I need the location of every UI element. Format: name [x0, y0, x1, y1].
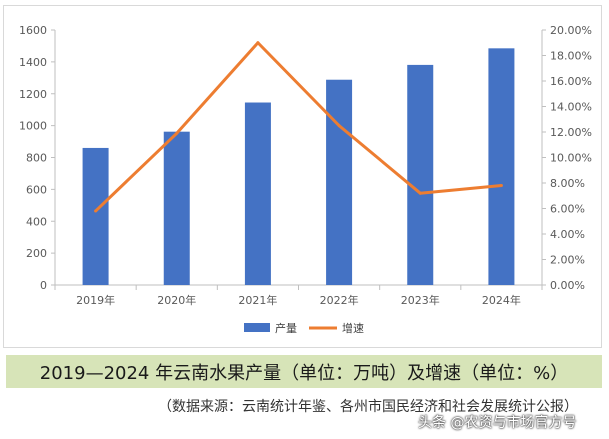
y-right-tick-label: 20.00% [550, 24, 592, 37]
bar-2022年 [326, 79, 353, 285]
legend-swatch-bar [244, 323, 270, 332]
chart-frame: 0 200 400 600 800 1000 1200 1400 1600 0.00% 2.00% 4… [3, 5, 602, 348]
growth-point-2019年 [94, 209, 98, 213]
growth-line [94, 41, 502, 213]
source-note: （数据来源：云南统计年鉴、各州市国民经济和社会发展统计公报） [158, 399, 578, 415]
y-right-tick-label: 2.00% [550, 254, 585, 267]
y-left-tick-label: 200 [26, 247, 47, 260]
growth-point-2024年 [499, 184, 503, 188]
y-right-tick-label: 18.00% [550, 50, 592, 63]
bar-2021年 [244, 102, 271, 285]
bar-2024年 [488, 48, 515, 285]
x-tick-label: 2021年 [238, 293, 277, 307]
x-tick-label: 2024年 [482, 293, 521, 307]
x-tick-label: 2023年 [401, 293, 440, 307]
y-left-tick-label: 1400 [19, 56, 47, 69]
y-right-tick-label: 0.00% [550, 279, 585, 292]
y-left-tick-label: 1600 [19, 24, 47, 37]
x-tick-label: 2022年 [320, 293, 359, 307]
y-left-tick-label: 800 [26, 152, 47, 165]
bar-2020年 [163, 131, 190, 285]
y-left-tick-label: 1000 [19, 120, 47, 133]
bar-2023年 [407, 64, 434, 285]
x-tick-label: 2020年 [157, 293, 196, 307]
watermark: 头条 @农资与市场官方号 [418, 415, 577, 431]
y-left-tick-label: 400 [26, 215, 47, 228]
y-right-tick-label: 12.00% [550, 126, 592, 139]
legend-label-bar: 产量 [275, 321, 297, 335]
growth-point-2021年 [256, 41, 260, 45]
y-right-tick-label: 16.00% [550, 75, 592, 88]
y-right-tick-label: 14.00% [550, 101, 592, 114]
y-left-tick-label: 0 [40, 279, 47, 292]
growth-point-2022年 [337, 124, 341, 128]
y-left-tick-label: 600 [26, 183, 47, 196]
growth-point-2023年 [418, 191, 422, 195]
y-right-tick-label: 6.00% [550, 203, 585, 216]
chart-caption: 2019—2024 年云南水果产量（单位：万吨）及增速（单位：%） [6, 355, 602, 388]
y-right-tick-label: 8.00% [550, 177, 585, 190]
growth-point-2020年 [175, 131, 179, 135]
y-right-tick-label: 10.00% [550, 152, 592, 165]
bar-2019年 [82, 147, 109, 285]
combo-chart: 0 200 400 600 800 1000 1200 1400 1600 0.00% 2.00% 4… [19, 24, 592, 335]
y-left-tick-label: 1200 [19, 88, 47, 101]
y-right-tick-label: 4.00% [550, 228, 585, 241]
x-tick-label: 2019年 [76, 293, 115, 307]
legend-label-line: 增速 [342, 321, 364, 335]
